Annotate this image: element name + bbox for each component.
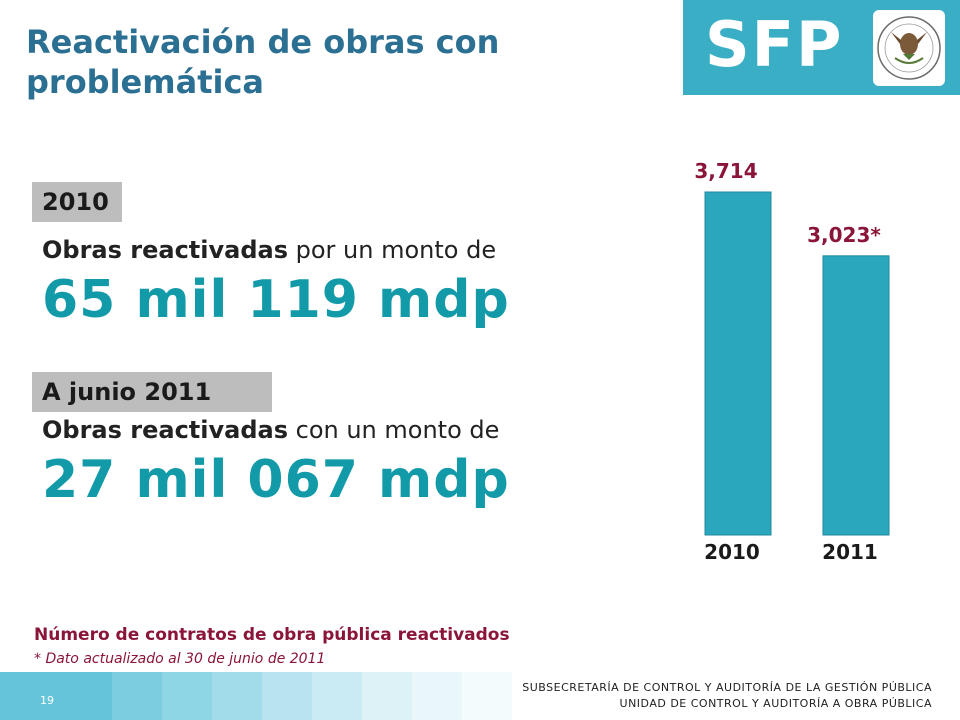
- contracts-bar-chart: 3,714 2010 3,023* 2011: [694, 159, 890, 564]
- bar-2010: [704, 191, 772, 536]
- footer-band-segment: [512, 672, 960, 720]
- description-rest: con un monto de: [288, 416, 500, 444]
- bar-value-label: 3,714: [694, 159, 757, 183]
- footer-band-segment: [0, 672, 112, 720]
- page-title: Reactivación de obras con problemática: [26, 23, 500, 101]
- footer-band-segment: [262, 672, 312, 720]
- amount-2011: 27 mil 067 mdp: [42, 450, 510, 510]
- x-tick-label: 2010: [704, 540, 760, 564]
- description-bold: Obras reactivadas: [42, 236, 288, 264]
- footer-band: [0, 672, 960, 720]
- footer-band-segment: [362, 672, 412, 720]
- chart-caption: Número de contratos de obra pública reac…: [34, 625, 510, 645]
- year-tab-2010: 2010: [32, 182, 122, 222]
- footer-line-2: UNIDAD DE CONTROL Y AUDITORÍA A OBRA PÚB…: [619, 697, 932, 710]
- footer-line-1: SUBSECRETARÍA DE CONTROL Y AUDITORÍA DE …: [522, 681, 932, 694]
- sfp-logo: SFP: [683, 0, 960, 95]
- year-tab-2011: A junio 2011: [32, 372, 272, 412]
- footer-band-segment: [162, 672, 212, 720]
- footer-band-segment: [212, 672, 262, 720]
- x-tick-label: 2011: [822, 540, 878, 564]
- bar-2011: [822, 255, 890, 536]
- reactivated-2011-description: Obras reactivadas con un monto de: [42, 416, 499, 444]
- footer-band-segment: [412, 672, 462, 720]
- page-number: 19: [40, 694, 54, 707]
- footer-band-segment: [112, 672, 162, 720]
- reactivated-2010-description: Obras reactivadas por un monto de: [42, 236, 496, 264]
- description-rest: por un monto de: [288, 236, 497, 264]
- description-bold: Obras reactivadas: [42, 416, 288, 444]
- sfp-logo-text: SFP: [705, 8, 844, 81]
- bar-value-label: 3,023*: [807, 223, 881, 247]
- amount-2010: 65 mil 119 mdp: [42, 270, 510, 330]
- mexico-seal-icon: [873, 10, 945, 86]
- footer-band-segment: [312, 672, 362, 720]
- footnote-note: * Dato actualizado al 30 de junio de 201…: [34, 651, 326, 667]
- footer-text: SUBSECRETARÍA DE CONTROL Y AUDITORÍA DE …: [522, 680, 932, 712]
- footer-band-segment: [462, 672, 512, 720]
